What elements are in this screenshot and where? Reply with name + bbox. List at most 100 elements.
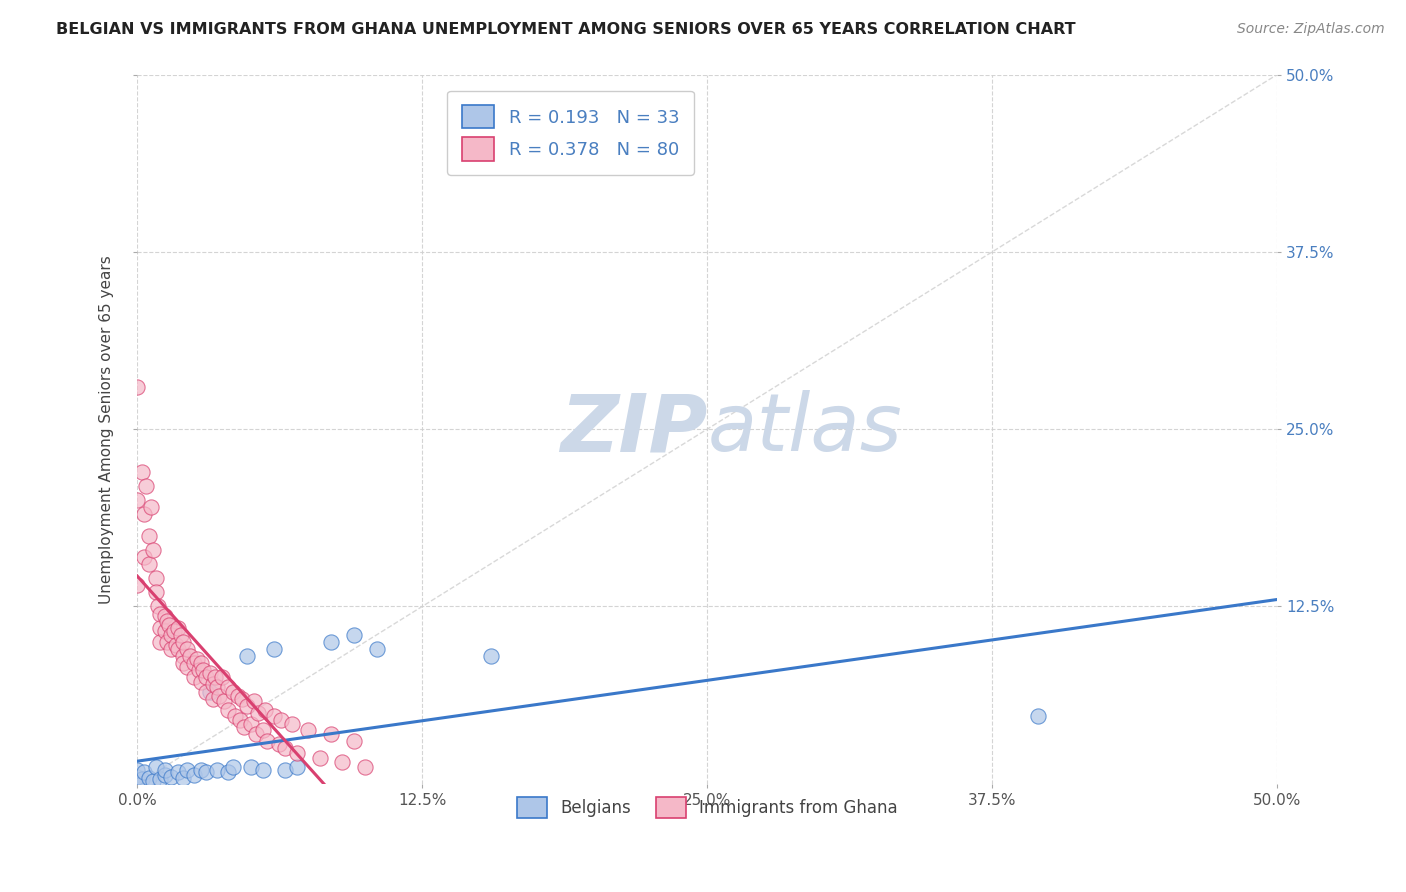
Point — [200, 666, 222, 681]
Point — [179, 649, 201, 664]
Point — [149, 621, 172, 635]
Point — [135, 479, 157, 493]
Point — [281, 717, 304, 731]
Point — [167, 642, 190, 657]
Point — [222, 760, 245, 774]
Point — [169, 628, 191, 642]
Point — [172, 771, 194, 785]
Point — [149, 635, 172, 649]
Point — [479, 649, 502, 664]
Point — [217, 765, 239, 780]
Point — [263, 708, 285, 723]
Text: ZIP: ZIP — [560, 390, 707, 468]
Point — [190, 656, 212, 670]
Point — [131, 772, 153, 787]
Y-axis label: Unemployment Among Seniors over 65 years: Unemployment Among Seniors over 65 years — [100, 255, 114, 604]
Point — [267, 737, 290, 751]
Point — [163, 624, 186, 638]
Point — [142, 773, 165, 788]
Point — [308, 751, 330, 765]
Point — [229, 713, 252, 727]
Point — [245, 727, 267, 741]
Point — [252, 763, 274, 777]
Point — [332, 756, 354, 770]
Point — [153, 609, 176, 624]
Point — [274, 763, 297, 777]
Point — [242, 694, 264, 708]
Point — [160, 642, 183, 657]
Legend: Belgians, Immigrants from Ghana: Belgians, Immigrants from Ghana — [510, 790, 904, 825]
Point — [211, 670, 233, 684]
Point — [297, 723, 319, 737]
Point — [186, 652, 208, 666]
Point — [146, 599, 169, 614]
Point — [235, 698, 257, 713]
Point — [183, 768, 205, 782]
Point — [127, 493, 149, 508]
Point — [172, 635, 194, 649]
Point — [285, 746, 308, 760]
Point — [263, 642, 285, 657]
Point — [252, 723, 274, 737]
Point — [256, 734, 278, 748]
Point — [270, 713, 292, 727]
Point — [319, 727, 342, 741]
Point — [157, 618, 180, 632]
Text: BELGIAN VS IMMIGRANTS FROM GHANA UNEMPLOYMENT AMONG SENIORS OVER 65 YEARS CORREL: BELGIAN VS IMMIGRANTS FROM GHANA UNEMPLO… — [56, 22, 1076, 37]
Point — [142, 542, 165, 557]
Text: atlas: atlas — [707, 390, 903, 468]
Point — [127, 773, 149, 788]
Point — [138, 528, 160, 542]
Point — [212, 694, 235, 708]
Point — [247, 706, 270, 720]
Point — [153, 768, 176, 782]
Point — [217, 703, 239, 717]
Point — [208, 689, 231, 703]
Point — [194, 765, 217, 780]
Point — [226, 689, 249, 703]
Point — [205, 680, 228, 694]
Point — [217, 680, 239, 694]
Point — [193, 663, 215, 677]
Point — [201, 677, 224, 691]
Point — [183, 656, 205, 670]
Point — [149, 772, 172, 787]
Point — [153, 763, 176, 777]
Point — [149, 607, 172, 621]
Point — [172, 649, 194, 664]
Point — [172, 656, 194, 670]
Point — [134, 507, 156, 521]
Point — [156, 635, 179, 649]
Point — [235, 649, 257, 664]
Point — [127, 379, 149, 393]
Point — [160, 628, 183, 642]
Point — [201, 691, 224, 706]
Point — [176, 660, 198, 674]
Point — [145, 760, 167, 774]
Point — [138, 771, 160, 785]
Point — [1026, 708, 1049, 723]
Point — [127, 763, 149, 777]
Point — [190, 674, 212, 689]
Point — [183, 670, 205, 684]
Point — [204, 670, 226, 684]
Point — [366, 642, 388, 657]
Point — [190, 763, 212, 777]
Point — [131, 465, 153, 479]
Point — [134, 765, 156, 780]
Point — [139, 500, 162, 515]
Point — [127, 770, 149, 784]
Point — [167, 765, 190, 780]
Point — [156, 614, 179, 628]
Point — [274, 741, 297, 756]
Point — [167, 621, 190, 635]
Point — [134, 549, 156, 564]
Point — [343, 734, 366, 748]
Point — [194, 670, 217, 684]
Text: Source: ZipAtlas.com: Source: ZipAtlas.com — [1237, 22, 1385, 37]
Point — [205, 763, 228, 777]
Point — [187, 663, 209, 677]
Point — [240, 717, 263, 731]
Point — [240, 760, 263, 774]
Point — [138, 557, 160, 571]
